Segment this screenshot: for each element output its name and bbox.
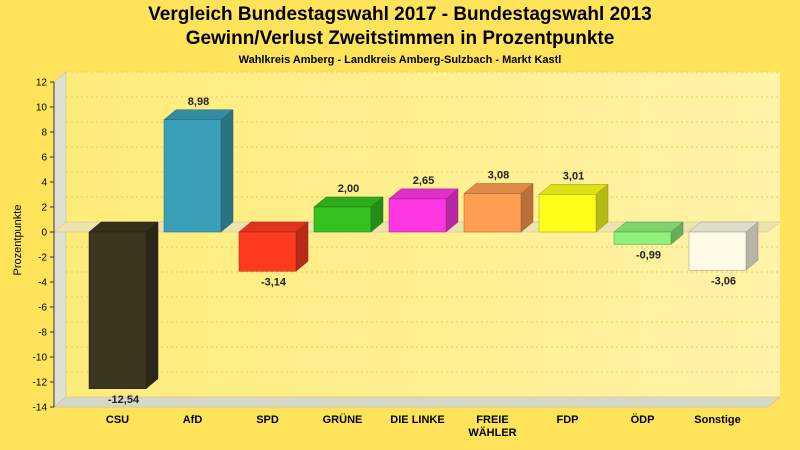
bar-top xyxy=(538,184,609,195)
chart-subtitle: Gewinn/Verlust Zweitstimmen in Prozentpu… xyxy=(185,28,615,49)
value-label: 3,08 xyxy=(488,170,509,182)
bar-side xyxy=(145,221,159,390)
chart-location-subtitle: Wahlkreis Amberg - Landkreis Amberg-Sulz… xyxy=(238,54,562,66)
bar-front xyxy=(238,231,297,272)
chart-floor xyxy=(53,396,781,408)
bar-front xyxy=(538,194,597,233)
bar-front xyxy=(313,206,372,233)
bar-top xyxy=(238,221,309,233)
y-tick-label: -2 xyxy=(38,253,47,264)
bar-6 xyxy=(538,183,609,233)
bar-top xyxy=(688,221,759,233)
value-label: -3,14 xyxy=(261,276,287,288)
bar-top xyxy=(88,221,159,233)
category-label: FREIE xyxy=(476,414,508,426)
bar-top xyxy=(388,188,459,200)
y-tick-label: 6 xyxy=(41,153,47,164)
bar-1 xyxy=(163,109,234,233)
category-label: GRÜNE xyxy=(323,413,363,426)
value-label: -0,99 xyxy=(636,249,661,261)
y-tick-label: -6 xyxy=(38,303,47,314)
value-label: 2,65 xyxy=(413,175,434,187)
category-label: DIE LINKE xyxy=(390,414,444,426)
bar-side xyxy=(220,109,234,233)
bar-front xyxy=(613,231,672,245)
value-label: -3,06 xyxy=(711,275,736,287)
bar-top xyxy=(613,221,684,233)
y-tick-label: 12 xyxy=(36,78,48,89)
bar-front xyxy=(163,119,222,233)
chart-side-wall xyxy=(53,71,67,408)
y-tick-label: -10 xyxy=(33,353,48,364)
bar-front xyxy=(463,193,522,233)
y-tick-label: -4 xyxy=(38,278,47,289)
y-tick-label: 2 xyxy=(41,203,47,214)
bar-0 xyxy=(88,221,159,390)
value-label: -12,54 xyxy=(108,394,140,406)
value-label: 3,01 xyxy=(563,170,584,182)
bar-top xyxy=(463,183,534,194)
bar-7 xyxy=(613,221,684,245)
bar-top xyxy=(163,109,234,120)
y-tick-label: 0 xyxy=(41,228,47,239)
y-tick-label: -14 xyxy=(33,403,48,414)
bar-front xyxy=(88,231,147,389)
category-label: CSU xyxy=(106,414,129,426)
bar-front xyxy=(388,198,447,233)
bar-front xyxy=(688,231,747,271)
bar-8 xyxy=(688,221,759,271)
category-label: FDP xyxy=(557,414,579,426)
y-tick-label: 4 xyxy=(41,178,47,189)
y-axis-label: Prozentpunkte xyxy=(12,205,24,276)
bar-5 xyxy=(463,182,534,233)
bar-2 xyxy=(238,221,309,272)
chart-title: Vergleich Bundestagswahl 2017 - Bundesta… xyxy=(148,4,652,25)
y-tick-label: 10 xyxy=(36,103,48,114)
category-label: Sonstige xyxy=(694,414,740,426)
value-label: 2,00 xyxy=(338,183,359,195)
y-tick-label: -8 xyxy=(38,328,47,339)
bar-4 xyxy=(388,188,459,233)
y-tick-label: -12 xyxy=(33,378,48,389)
y-tick-label: 8 xyxy=(41,128,47,139)
category-label: AfD xyxy=(183,414,203,426)
value-label: 8,98 xyxy=(188,96,209,108)
bar-top xyxy=(313,196,384,208)
category-label: ÖDP xyxy=(631,413,655,426)
bar-3 xyxy=(313,196,384,233)
category-label: SPD xyxy=(256,414,279,426)
category-label: WÄHLER xyxy=(468,426,516,439)
